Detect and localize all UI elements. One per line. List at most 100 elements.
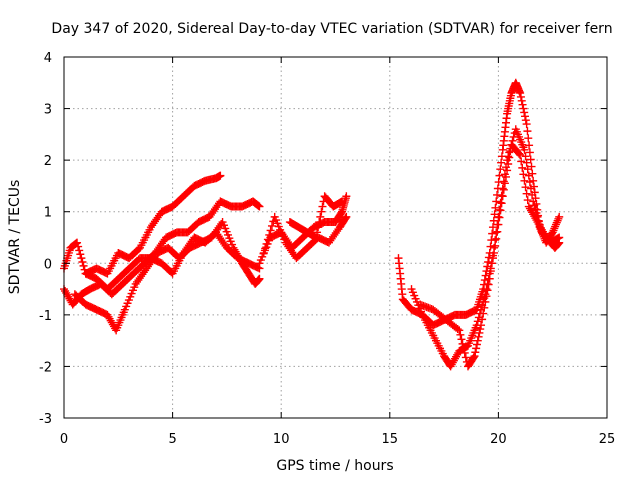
data-point xyxy=(470,352,479,361)
data-point xyxy=(552,218,561,227)
y-tick-label: 0 xyxy=(44,257,52,272)
data-point xyxy=(491,236,500,245)
plot-frame xyxy=(63,56,608,419)
data-point xyxy=(522,158,531,167)
x-axis-label: GPS time / hours xyxy=(276,458,393,474)
data-point xyxy=(524,171,533,180)
data-point xyxy=(458,339,467,348)
series-track-2 xyxy=(60,197,264,309)
data-point xyxy=(474,332,483,341)
data-point xyxy=(488,251,497,260)
data-point xyxy=(73,238,82,247)
data-point xyxy=(461,353,470,362)
data-point xyxy=(486,267,495,276)
data-point xyxy=(535,220,544,229)
data-point xyxy=(536,224,545,233)
data-point xyxy=(523,165,532,174)
data-point xyxy=(548,228,557,237)
data-point xyxy=(265,230,274,239)
data-point xyxy=(313,228,322,237)
data-point xyxy=(551,222,560,231)
data-point xyxy=(481,297,490,306)
data-point xyxy=(479,309,488,318)
data-point xyxy=(492,197,501,206)
data-point xyxy=(516,92,525,101)
data-point xyxy=(504,152,513,161)
data-point xyxy=(488,229,497,238)
data-point xyxy=(317,207,326,216)
data-point xyxy=(500,179,509,188)
data-point xyxy=(521,152,530,161)
data-point xyxy=(469,353,478,362)
data-point xyxy=(75,246,84,255)
data-point xyxy=(489,216,498,225)
data-point xyxy=(502,163,511,172)
data-point xyxy=(483,262,492,271)
data-point xyxy=(534,216,543,225)
data-point xyxy=(533,212,542,221)
data-point xyxy=(496,198,505,207)
data-point xyxy=(555,233,564,242)
data-point xyxy=(520,108,529,117)
data-point xyxy=(484,257,493,266)
series-track-1 xyxy=(60,171,225,278)
data-point xyxy=(490,243,499,252)
series-track-10 xyxy=(416,125,564,371)
data-point xyxy=(483,286,492,295)
data-point xyxy=(507,140,516,149)
data-point xyxy=(267,221,276,230)
data-point xyxy=(471,348,480,357)
data-point xyxy=(525,178,534,187)
data-point xyxy=(516,150,525,159)
data-point xyxy=(528,169,537,178)
data-point xyxy=(499,185,508,194)
data-point xyxy=(259,248,268,257)
data-point xyxy=(79,261,88,270)
y-tick-label: 1 xyxy=(44,206,52,221)
y-tick-label: -1 xyxy=(39,309,52,324)
data-point xyxy=(515,149,524,158)
data-point xyxy=(480,303,489,312)
data-point xyxy=(216,171,225,180)
data-point xyxy=(517,96,526,105)
data-point xyxy=(495,205,504,214)
data-point xyxy=(524,134,533,143)
data-point xyxy=(472,344,481,353)
data-point xyxy=(342,192,351,201)
series-track-7 xyxy=(285,192,347,242)
data-point xyxy=(482,285,491,294)
data-point xyxy=(518,100,527,109)
data-point xyxy=(550,224,559,233)
data-point xyxy=(76,250,85,259)
data-points xyxy=(60,78,564,371)
x-tick-label: 10 xyxy=(273,432,290,447)
data-point xyxy=(74,242,83,251)
ticks xyxy=(63,56,608,419)
data-point xyxy=(482,292,491,301)
data-point xyxy=(475,328,484,337)
data-point xyxy=(500,170,509,179)
data-point xyxy=(484,280,493,289)
data-point xyxy=(487,259,496,268)
data-point xyxy=(521,116,530,125)
data-point xyxy=(494,212,503,221)
data-point xyxy=(519,170,528,179)
data-point xyxy=(476,325,485,334)
y-axis-label: SDTVAR / TECUs xyxy=(7,180,23,295)
data-point xyxy=(493,220,502,229)
data-point xyxy=(516,89,525,98)
x-tick-label: 15 xyxy=(382,432,399,447)
data-point xyxy=(262,239,271,248)
data-point xyxy=(525,141,534,150)
data-point xyxy=(505,148,514,157)
x-tick-label: 0 xyxy=(60,432,68,447)
data-point xyxy=(77,254,86,263)
data-point xyxy=(255,274,264,283)
data-point xyxy=(521,112,530,121)
data-point xyxy=(551,220,560,229)
data-point xyxy=(529,197,538,206)
tick-labels: 0 5 10 15 20 25 -3 -2 -1 0 1 2 3 4 xyxy=(39,51,615,447)
data-point xyxy=(314,223,323,232)
grid xyxy=(64,57,607,418)
